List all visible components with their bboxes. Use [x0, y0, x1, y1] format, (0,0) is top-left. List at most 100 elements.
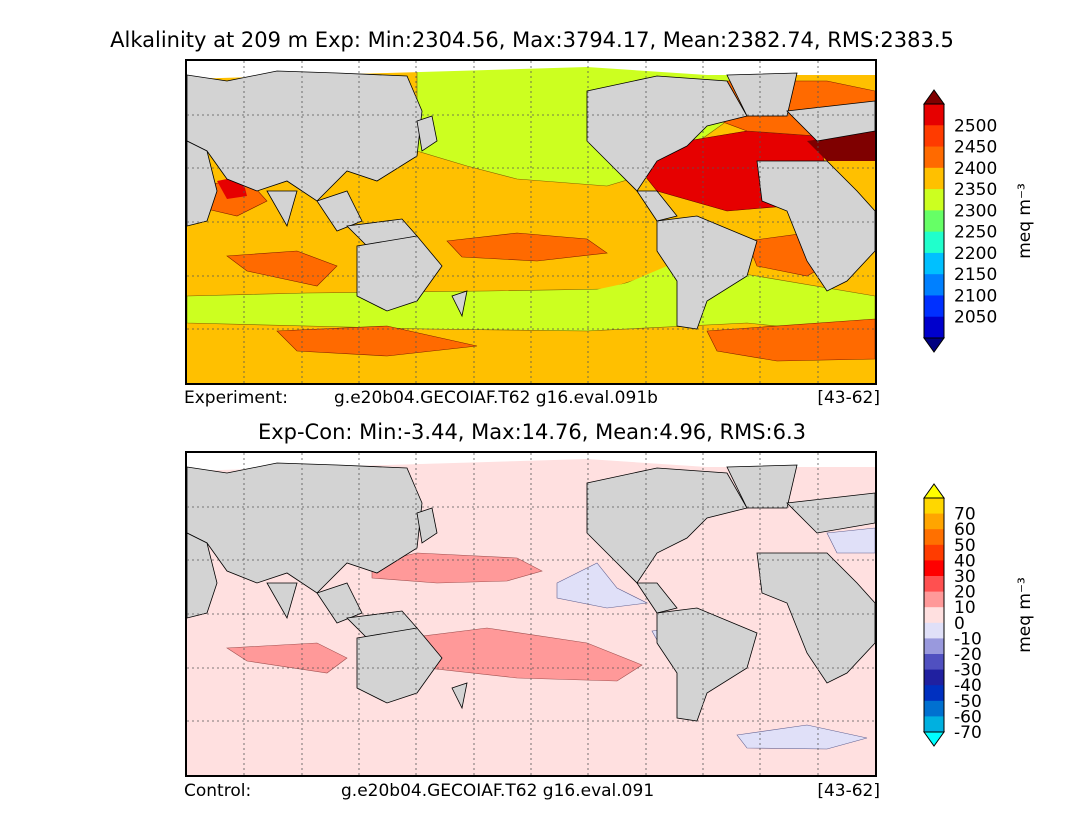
colorbar-segment [924, 669, 944, 686]
experiment-colorbar: 2500 2450 2400 2350 2300 2250 2200 2150 2100 2050… [918, 86, 1038, 365]
colorbar-segment [924, 295, 944, 318]
colorbar-tick-label: 50 [954, 536, 976, 556]
land-eurasia [187, 70, 423, 202]
colorbar-tick-label: 2400 [954, 159, 997, 179]
land-south-america [656, 215, 758, 330]
land-north-america [586, 467, 748, 584]
contour-neg10-east-pacific [556, 562, 649, 609]
arctic-missing-data [187, 61, 875, 79]
top-plot-title: Alkalinity at 209 m Exp: Min:2304.56, Ma… [110, 28, 954, 52]
colorbar-frame [923, 103, 945, 339]
colorbar-extend-min [923, 337, 945, 353]
land-central-america [636, 190, 678, 222]
land-europe [786, 492, 875, 534]
land-southeast-asia [316, 582, 363, 624]
colorbar-segment [924, 622, 944, 639]
experiment-alkalinity-map [185, 59, 877, 385]
caption-label: Control: [184, 781, 252, 801]
colorbar-segment [924, 189, 944, 211]
colorbar-segment [924, 591, 944, 608]
land-australia [356, 627, 443, 704]
colorbar-segment [924, 560, 944, 577]
colorbar-tick-label: 2200 [954, 244, 997, 264]
caption-case-name: g.e20b04.GECOIAF.T62 g16.eval.091b [334, 388, 658, 408]
colorbar-tick-label: 2050 [954, 308, 997, 328]
caption-label: Experiment: [184, 388, 288, 408]
colorbar-tick-label: 2150 [954, 265, 997, 285]
colorbar-segment [924, 104, 944, 126]
colorbar-segment [924, 498, 944, 515]
colorbar-tick-label: 10 [954, 598, 976, 618]
colorbar-tick-label: -60 [954, 707, 982, 727]
colorbar-segment [924, 529, 944, 546]
contour-10-north-pacific [371, 552, 543, 584]
colorbar-segment [924, 576, 944, 593]
colorbar-segment [924, 654, 944, 671]
colorbar-tick-label: 70 [954, 505, 976, 525]
colorbar-segment [924, 716, 944, 733]
colorbar-tick-label: 2450 [954, 138, 997, 158]
colorbar-segment [924, 700, 944, 717]
colorbar-extend-max [923, 483, 945, 499]
land-south-america [656, 607, 758, 722]
colorbar-segment [924, 316, 944, 339]
colorbar-tick-label: 60 [954, 520, 976, 540]
colorbar-frame [923, 497, 945, 733]
colorbar-segment [924, 513, 944, 530]
colorbar-segment [924, 607, 944, 624]
land-africa [756, 160, 875, 292]
land-japan [416, 115, 438, 152]
colorbar-units-label: meq m⁻³ [1015, 577, 1035, 653]
colorbar-units-label: meq m⁻³ [1015, 183, 1035, 259]
land-europe [786, 100, 875, 142]
colorbar-tick-label: 0 [954, 614, 965, 634]
land-north-america [586, 75, 748, 192]
colorbar-tick-label: 20 [954, 583, 976, 603]
difference-alkalinity-map [185, 451, 877, 777]
contour-2400-south-pacific [446, 232, 608, 262]
colorbar-tick-label: -20 [954, 645, 982, 665]
land-india [266, 582, 298, 620]
colorbar-segment [924, 125, 944, 148]
arctic-missing-data [187, 453, 875, 471]
land-africa-east [187, 532, 218, 619]
colorbar-segment [924, 544, 944, 561]
land-greenland [726, 464, 798, 509]
caption-case-name: g.e20b04.GECOIAF.T62 g16.eval.091 [341, 781, 655, 801]
contour-2400-southern-ocean [276, 325, 478, 357]
colorbar-segment [924, 167, 944, 190]
land-southeast-asia [316, 190, 363, 232]
difference-colorbar: 70 60 50 40 30 20 10 0 -10 -20 -30 -40 -50 -60 -70 meq … [918, 480, 1038, 759]
colorbar-segment [924, 146, 944, 169]
colorbar-segment [924, 685, 944, 702]
land-india [266, 190, 298, 228]
colorbar-extend-max [923, 89, 945, 105]
colorbar-segment [924, 274, 944, 296]
colorbar-extend-min [923, 731, 945, 747]
colorbar-tick-label: 40 [954, 551, 976, 571]
colorbar-tick-label: -10 [954, 629, 982, 649]
land-japan [416, 507, 438, 544]
colorbar-tick-label: 2250 [954, 223, 997, 243]
contour-2400-south-west [706, 318, 875, 362]
land-australia [356, 235, 443, 312]
colorbar-tick-label: 2500 [954, 116, 997, 136]
land-new-zealand [451, 682, 468, 710]
contour-neg10-southern-ocean [736, 724, 868, 750]
land-africa [756, 552, 875, 684]
contour-neg10-north-atlantic [826, 527, 875, 554]
colorbar-tick-label: -70 [954, 723, 982, 743]
colorbar-segment [924, 638, 944, 655]
colorbar-tick-label: -40 [954, 676, 982, 696]
colorbar-tick-label: 2300 [954, 201, 997, 221]
land-eurasia [187, 462, 423, 594]
land-africa-east [187, 140, 218, 227]
colorbar-tick-label: -50 [954, 692, 982, 712]
colorbar-tick-label: 2100 [954, 286, 997, 306]
colorbar-segment [924, 210, 944, 233]
caption-years: [43-62] [817, 781, 880, 801]
colorbar-tick-label: 2350 [954, 180, 997, 200]
contour-2300-south-pacific [567, 266, 687, 323]
graticule [187, 61, 875, 383]
colorbar-tick-label: -30 [954, 661, 982, 681]
